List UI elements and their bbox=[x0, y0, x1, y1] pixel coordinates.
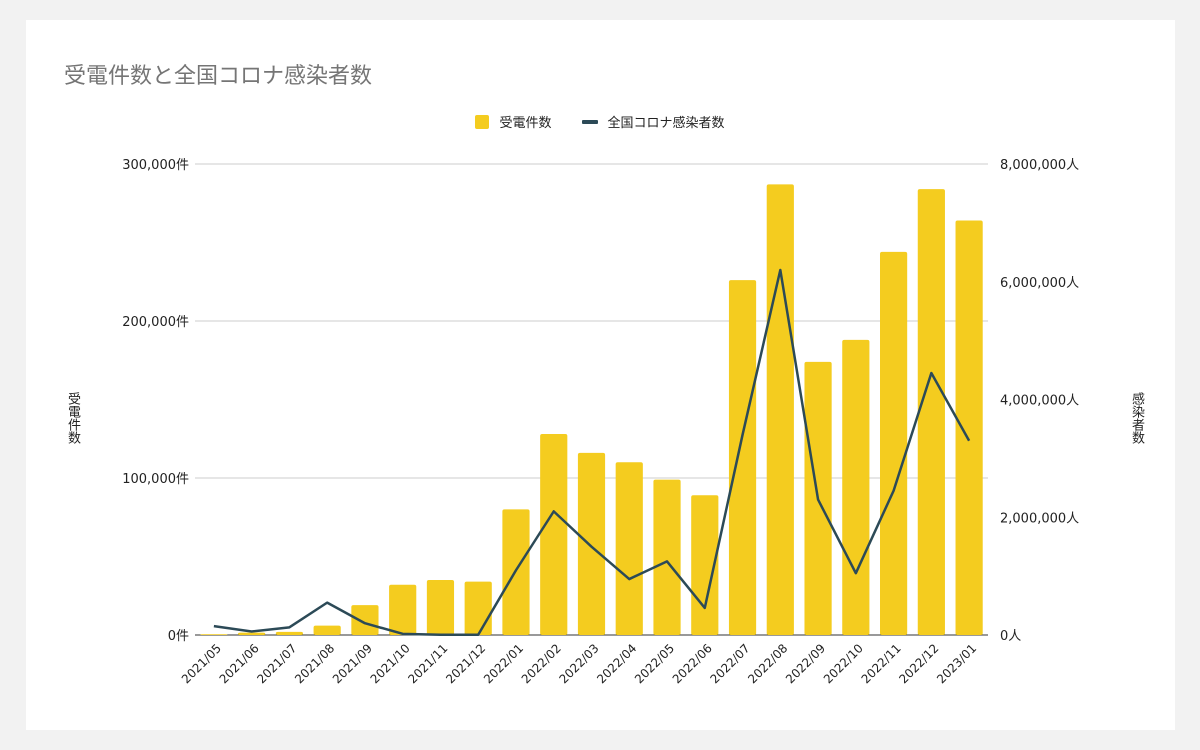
x-tick-label: 2022/03 bbox=[556, 641, 601, 686]
legend-label-infections: 全国コロナ感染者数 bbox=[607, 116, 725, 131]
x-tick-label: 2022/09 bbox=[783, 641, 828, 686]
x-tick-label: 2021/09 bbox=[330, 641, 375, 686]
x-tick-label: 2022/08 bbox=[745, 641, 790, 686]
x-tick-label: 2022/10 bbox=[821, 641, 866, 686]
legend: 受電件数 全国コロナ感染者数 bbox=[0, 112, 1200, 131]
x-tick-label: 2022/12 bbox=[896, 641, 941, 686]
bar-calls bbox=[653, 479, 681, 635]
x-tick-label: 2022/01 bbox=[481, 641, 526, 686]
bar-calls bbox=[464, 581, 492, 635]
bar-calls bbox=[615, 462, 643, 635]
bar-calls bbox=[577, 452, 606, 635]
y-tick-label-right: 6,000,000人 bbox=[1000, 276, 1079, 291]
legend-swatch-infections bbox=[581, 119, 598, 124]
bar-calls bbox=[389, 584, 417, 635]
legend-item-calls: 受電件数 bbox=[475, 112, 552, 131]
y-tick-label-left: 100,000件 bbox=[122, 472, 189, 487]
bar-calls bbox=[842, 339, 870, 635]
x-tick-label: 2023/01 bbox=[934, 641, 979, 686]
x-tick-label: 2021/05 bbox=[179, 641, 224, 686]
chart-title: 受電件数と全国コロナ感染者数 bbox=[64, 64, 373, 89]
legend-label-calls: 受電件数 bbox=[499, 116, 552, 131]
bar-calls bbox=[313, 625, 341, 635]
x-tick-label: 2021/10 bbox=[368, 641, 413, 686]
bar-calls bbox=[766, 184, 794, 635]
x-tick-label: 2022/07 bbox=[708, 641, 753, 686]
bar-calls bbox=[955, 220, 983, 635]
bar-calls bbox=[426, 580, 455, 635]
x-tick-label: 2021/11 bbox=[405, 641, 450, 686]
y-axis-title-right: 感染者数 bbox=[1129, 392, 1144, 444]
x-tick-label: 2022/05 bbox=[632, 641, 677, 686]
bar-calls bbox=[917, 189, 945, 635]
y-tick-label-left: 300,000件 bbox=[122, 158, 189, 173]
y-tick-label-left: 0件 bbox=[168, 629, 189, 644]
bar-calls bbox=[238, 632, 266, 635]
legend-item-infections: 全国コロナ感染者数 bbox=[581, 112, 725, 131]
x-tick-label: 2022/06 bbox=[670, 641, 715, 686]
x-tick-label: 2022/04 bbox=[594, 641, 639, 686]
x-tick-label: 2022/11 bbox=[859, 641, 904, 686]
y-tick-label-right: 8,000,000人 bbox=[1000, 158, 1079, 173]
y-tick-label-left: 200,000件 bbox=[122, 315, 189, 330]
legend-swatch-calls bbox=[475, 114, 490, 129]
bar-calls bbox=[540, 434, 568, 635]
bar-calls bbox=[275, 631, 303, 635]
x-tick-label: 2021/06 bbox=[217, 641, 262, 686]
bar-calls bbox=[351, 605, 379, 635]
bar-calls bbox=[728, 280, 757, 635]
x-tick-label: 2021/12 bbox=[443, 641, 488, 686]
y-axis-title-left: 受電件数 bbox=[65, 392, 80, 444]
x-tick-label: 2021/07 bbox=[254, 641, 299, 686]
x-tick-label: 2022/02 bbox=[519, 641, 564, 686]
y-tick-label-right: 2,000,000人 bbox=[1000, 511, 1079, 526]
bar-calls bbox=[200, 634, 228, 635]
y-tick-label-right: 0人 bbox=[1000, 629, 1021, 644]
y-tick-label-right: 4,000,000人 bbox=[1000, 394, 1079, 409]
bar-calls bbox=[880, 251, 908, 636]
x-tick-label: 2021/08 bbox=[292, 641, 337, 686]
